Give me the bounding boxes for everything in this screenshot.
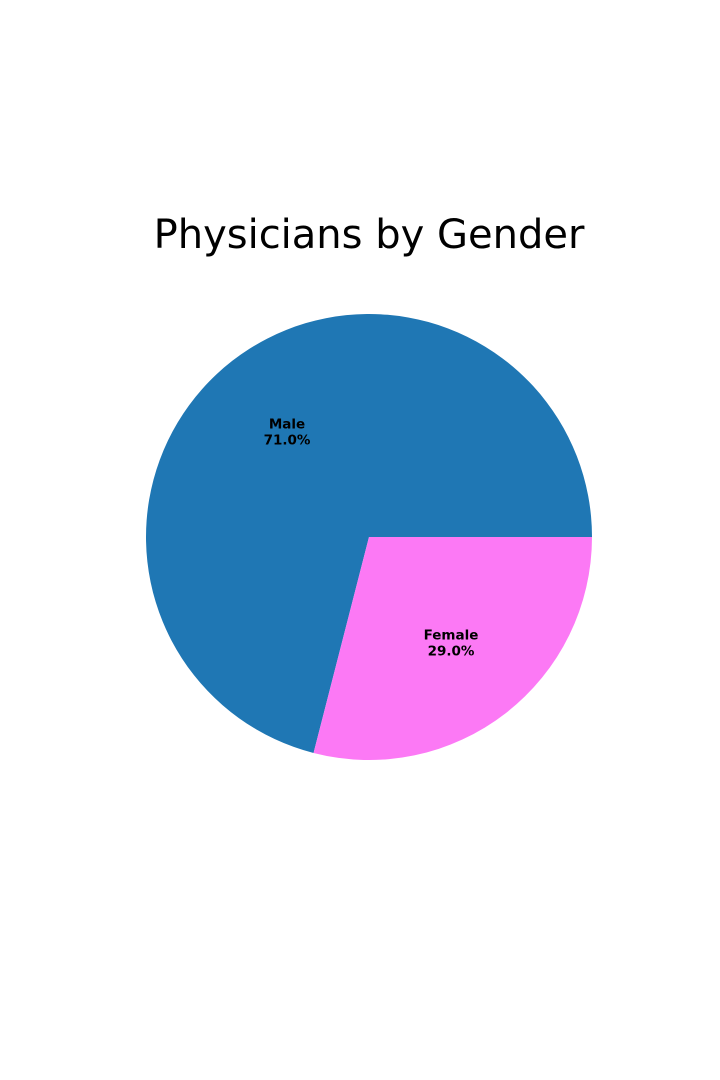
slice-name: Male bbox=[269, 416, 305, 432]
slice-percent: 29.0% bbox=[428, 644, 475, 660]
slice-name: Female bbox=[424, 628, 479, 644]
pie-slice-male bbox=[146, 314, 593, 753]
slice-label-female: Female 29.0% bbox=[424, 628, 479, 660]
slice-label-male: Male 71.0% bbox=[264, 416, 311, 448]
slice-percent: 71.0% bbox=[264, 432, 311, 448]
pie-slice-female bbox=[313, 537, 592, 760]
chart-title: Physicians by Gender bbox=[153, 212, 585, 258]
